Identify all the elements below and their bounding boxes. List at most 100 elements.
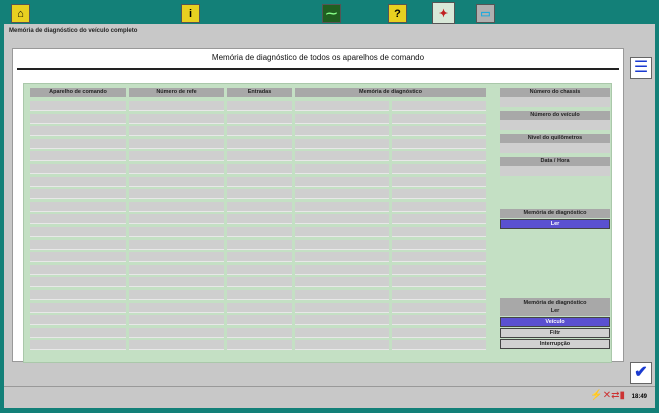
table-cell bbox=[30, 176, 126, 187]
list-icon[interactable]: ☰ bbox=[630, 57, 652, 79]
table-cell bbox=[30, 151, 126, 162]
col-header-inputs: Entradas bbox=[227, 88, 292, 97]
table-cell bbox=[227, 138, 292, 149]
table-cell bbox=[227, 315, 292, 326]
table-cell bbox=[129, 151, 224, 162]
table-cell bbox=[129, 126, 224, 137]
table-cell bbox=[295, 227, 389, 237]
memory-read-group: Memória de diagnóstico Ler bbox=[500, 209, 610, 229]
measurement-icon[interactable]: ⁓ bbox=[322, 4, 341, 23]
table-cell bbox=[392, 315, 486, 326]
table-cell bbox=[392, 214, 486, 225]
table-cell bbox=[30, 101, 126, 111]
confirm-checkmark-icon[interactable]: ✔ bbox=[630, 362, 652, 384]
label: Nível do quilômetros bbox=[500, 134, 610, 143]
table-cell bbox=[129, 264, 224, 275]
diagnostic-area: Aparelho de comando Número de refe Entra… bbox=[23, 83, 612, 363]
table-cell bbox=[129, 239, 224, 250]
table-cell bbox=[295, 302, 389, 313]
table-cell bbox=[295, 340, 389, 351]
table-cell bbox=[30, 214, 126, 225]
table-cell bbox=[392, 189, 486, 200]
status-bar: ⚡✕⇄▮ 18:49 bbox=[4, 386, 655, 408]
table-cell bbox=[30, 239, 126, 250]
table-cell bbox=[392, 176, 486, 187]
table-cell bbox=[295, 189, 389, 200]
label: Memória de diagnóstico Ler bbox=[500, 298, 610, 316]
table-cell bbox=[392, 151, 486, 162]
label: Data / Hora bbox=[500, 157, 610, 166]
table-cell bbox=[129, 101, 224, 111]
table-cell bbox=[129, 113, 224, 124]
diagnosis-icon[interactable]: ✦ bbox=[432, 2, 455, 24]
table-cell bbox=[129, 290, 224, 300]
table-cell bbox=[295, 290, 389, 300]
table-cell bbox=[392, 252, 486, 263]
table-cell bbox=[129, 201, 224, 212]
table-cell bbox=[392, 277, 486, 288]
table-cell bbox=[30, 227, 126, 237]
value bbox=[500, 97, 610, 107]
table-cell bbox=[227, 214, 292, 225]
table-cell bbox=[227, 277, 292, 288]
table-cell bbox=[129, 252, 224, 263]
label-text: Memória de diagnóstico bbox=[523, 300, 587, 306]
table-cell bbox=[129, 214, 224, 225]
col-header-memory: Memória de diagnóstico bbox=[295, 88, 486, 97]
chassis-field: Número do chassis bbox=[500, 88, 610, 107]
table-cell bbox=[295, 138, 389, 149]
table-cell bbox=[295, 164, 389, 174]
label: Número do chassis bbox=[500, 88, 610, 97]
connection-status-icons: ⚡✕⇄▮ bbox=[590, 390, 625, 401]
col-header-control-unit: Aparelho de comando bbox=[30, 88, 126, 97]
value bbox=[500, 166, 610, 176]
table-cell bbox=[295, 239, 389, 250]
table-cell bbox=[30, 164, 126, 174]
divider bbox=[17, 68, 619, 70]
table-cell bbox=[295, 264, 389, 275]
table-cell bbox=[129, 340, 224, 351]
table-cell bbox=[30, 277, 126, 288]
read-button[interactable]: Ler bbox=[500, 219, 610, 229]
interruption-button[interactable]: Interrupção bbox=[500, 339, 610, 349]
table-cell bbox=[295, 277, 389, 288]
table-cell bbox=[30, 264, 126, 275]
computer-icon[interactable]: ▭ bbox=[476, 4, 495, 23]
info-icon[interactable]: i bbox=[181, 4, 200, 23]
table-cell bbox=[295, 252, 389, 263]
table-cell bbox=[129, 227, 224, 237]
table-cell bbox=[392, 138, 486, 149]
table-cell bbox=[295, 214, 389, 225]
car-lift-icon[interactable]: ⌂ bbox=[11, 4, 30, 23]
table-cell bbox=[30, 252, 126, 263]
table-cell bbox=[392, 201, 486, 212]
table-cell bbox=[30, 327, 126, 338]
clock: 18:49 bbox=[631, 394, 647, 400]
table-cell bbox=[227, 126, 292, 137]
filter-button[interactable]: Filtr bbox=[500, 328, 610, 338]
table-cell bbox=[227, 164, 292, 174]
table-cell bbox=[227, 189, 292, 200]
table-cell bbox=[392, 264, 486, 275]
table-cell bbox=[129, 302, 224, 313]
table-cell bbox=[295, 176, 389, 187]
table-cell bbox=[227, 176, 292, 187]
col-header-reference: Número de refe bbox=[129, 88, 224, 97]
vehicle-button[interactable]: Veículo bbox=[500, 317, 610, 327]
table-cell bbox=[30, 340, 126, 351]
table-cell bbox=[129, 138, 224, 149]
table-cell bbox=[30, 138, 126, 149]
table-cell bbox=[129, 277, 224, 288]
table-cell bbox=[295, 101, 389, 111]
table-cell bbox=[295, 315, 389, 326]
table-cell bbox=[129, 164, 224, 174]
help-icon[interactable]: ? bbox=[388, 4, 407, 23]
table-cell bbox=[30, 201, 126, 212]
table-cell bbox=[30, 113, 126, 124]
table-cell bbox=[30, 126, 126, 137]
value bbox=[500, 120, 610, 130]
label: Número do veículo bbox=[500, 111, 610, 120]
table-cell bbox=[392, 340, 486, 351]
vehicle-number-field: Número do veículo bbox=[500, 111, 610, 130]
table-cell bbox=[227, 327, 292, 338]
